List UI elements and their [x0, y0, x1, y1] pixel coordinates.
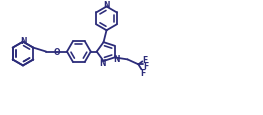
Text: F: F	[144, 61, 149, 70]
Text: N: N	[103, 1, 110, 10]
Text: N: N	[99, 59, 106, 67]
Text: N: N	[113, 55, 119, 64]
Text: N: N	[20, 37, 27, 46]
Text: F: F	[143, 55, 148, 64]
Text: F: F	[140, 68, 145, 77]
Text: O: O	[54, 47, 60, 56]
